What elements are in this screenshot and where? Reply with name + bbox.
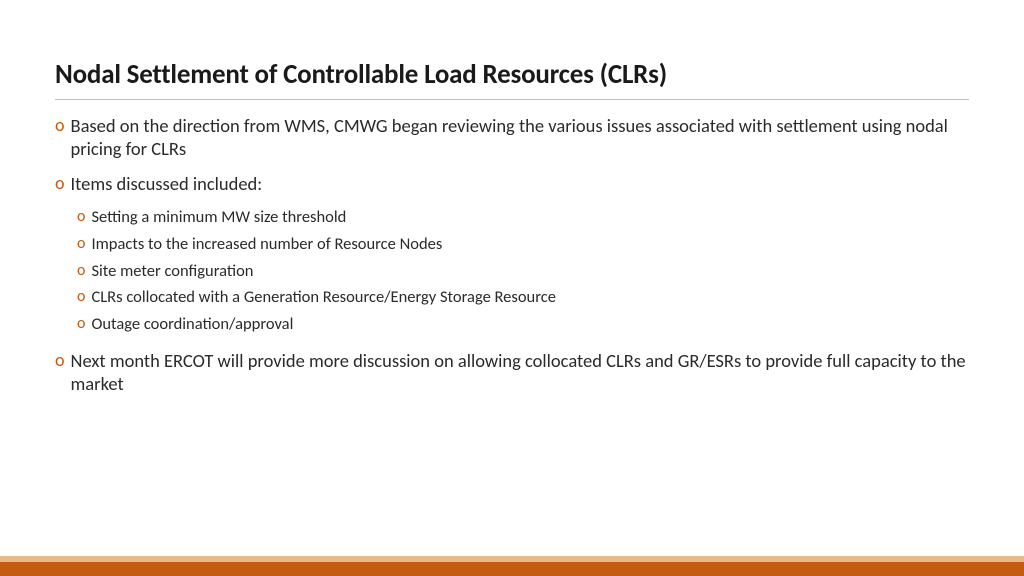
- bullet-level2: o Impacts to the increased number of Res…: [77, 234, 969, 255]
- bullet-level2: o Outage coordination/approval: [77, 314, 969, 335]
- bullet-marker-icon: o: [77, 234, 85, 254]
- slide-title: Nodal Settlement of Controllable Load Re…: [55, 58, 969, 100]
- slide-container: Nodal Settlement of Controllable Load Re…: [0, 0, 1024, 576]
- bullet-level1: o Next month ERCOT will provide more dis…: [55, 349, 969, 395]
- sub-bullet-group: o Setting a minimum MW size threshold o …: [55, 207, 969, 334]
- bullet-text: CLRs collocated with a Generation Resour…: [91, 287, 555, 308]
- bullet-text: Outage coordination/approval: [91, 314, 293, 335]
- bullet-marker-icon: o: [77, 287, 85, 307]
- bullet-marker-icon: o: [55, 114, 65, 137]
- bullet-marker-icon: o: [77, 261, 85, 281]
- bullet-text: Setting a minimum MW size threshold: [91, 207, 346, 228]
- bullet-level2: o Setting a minimum MW size threshold: [77, 207, 969, 228]
- bullet-level2: o CLRs collocated with a Generation Reso…: [77, 287, 969, 308]
- bullet-text: Impacts to the increased number of Resou…: [91, 234, 442, 255]
- footer-bottom-stripe: [0, 562, 1024, 576]
- bullet-text: Items discussed included:: [71, 172, 263, 195]
- bullet-marker-icon: o: [77, 207, 85, 227]
- footer-accent-bar: [0, 556, 1024, 576]
- bullet-marker-icon: o: [55, 172, 65, 195]
- bullet-text: Next month ERCOT will provide more discu…: [71, 349, 970, 395]
- bullet-level2: o Site meter configuration: [77, 261, 969, 282]
- bullet-text: Based on the direction from WMS, CMWG be…: [71, 114, 970, 160]
- bullet-marker-icon: o: [55, 349, 65, 372]
- bullet-text: Site meter configuration: [91, 261, 253, 282]
- bullet-level1: o Items discussed included:: [55, 172, 969, 195]
- bullet-level1: o Based on the direction from WMS, CMWG …: [55, 114, 969, 160]
- bullet-marker-icon: o: [77, 314, 85, 334]
